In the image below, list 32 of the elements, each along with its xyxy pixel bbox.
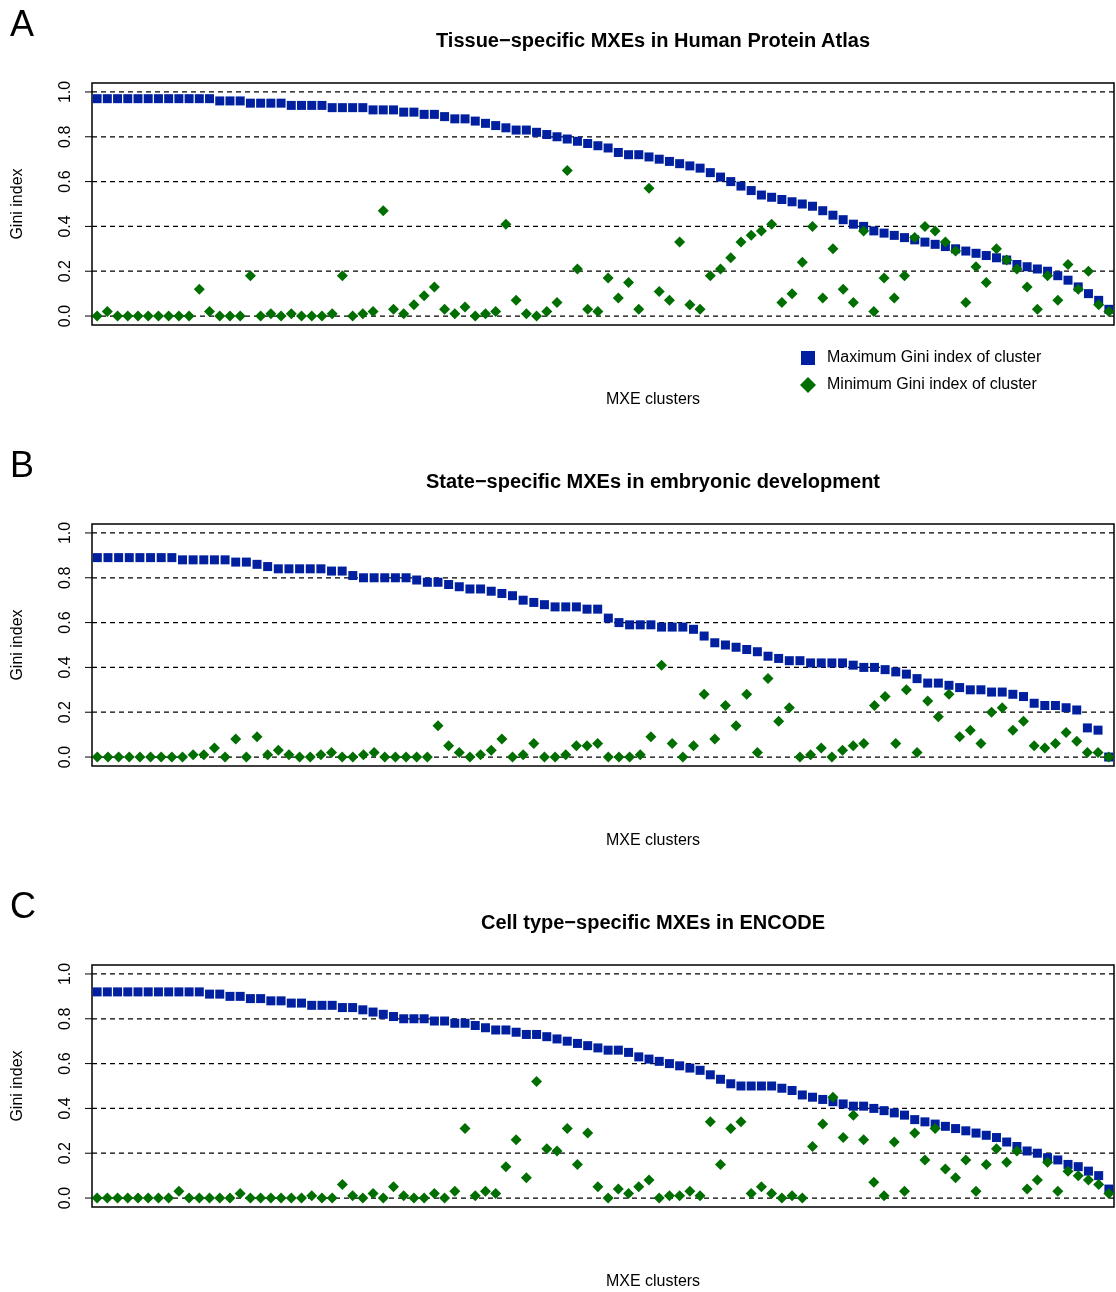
y-axis-title: Gini index — [8, 168, 25, 240]
y-tick-label: 0.4 — [56, 215, 74, 238]
text: A — [10, 3, 35, 44]
y-tick-label: 0.0 — [56, 304, 74, 328]
x-axis-title: MXE clusters — [605, 831, 701, 848]
y-axis-title: Gini index — [8, 609, 25, 681]
y-tick-label: 1.0 — [56, 521, 74, 545]
text: B — [10, 444, 35, 485]
y-tick-label: 0.4 — [56, 1097, 74, 1120]
y-tick-label: 0.6 — [56, 170, 74, 193]
y-tick-label: 0.0 — [56, 745, 74, 769]
legend-label: Maximum Gini index of cluster — [827, 348, 1042, 366]
y-tick-label: 0.6 — [56, 611, 74, 634]
y-tick-label: 1.0 — [56, 80, 74, 104]
y-tick-label: 0.6 — [56, 1052, 74, 1075]
chart-title: State−specific MXEs in embryonic development — [425, 470, 881, 492]
legend-label: Minimum Gini index of cluster — [827, 375, 1038, 393]
chart-title: Cell type−specific MXEs in ENCODE — [481, 911, 825, 933]
y-tick-label: 0.2 — [56, 701, 74, 724]
y-tick-label: 0.2 — [56, 260, 74, 283]
y-tick-label: 0.8 — [56, 566, 74, 589]
y-tick-label: 0.8 — [56, 125, 74, 148]
y-tick-label: 0.8 — [56, 1007, 74, 1030]
y-tick-label: 0.4 — [56, 656, 74, 679]
x-axis-title: MXE clusters — [605, 390, 701, 407]
chart-title: Tissue−specific MXEs in Human Protein Atlas — [435, 29, 871, 51]
y-tick-label: 0.2 — [56, 1142, 74, 1165]
text: C — [10, 885, 36, 926]
y-tick-label: 1.0 — [56, 962, 74, 986]
y-tick-label: 0.0 — [56, 1186, 74, 1210]
y-axis-title: Gini index — [8, 1050, 25, 1122]
x-axis-title: MXE clusters — [605, 1272, 701, 1289]
